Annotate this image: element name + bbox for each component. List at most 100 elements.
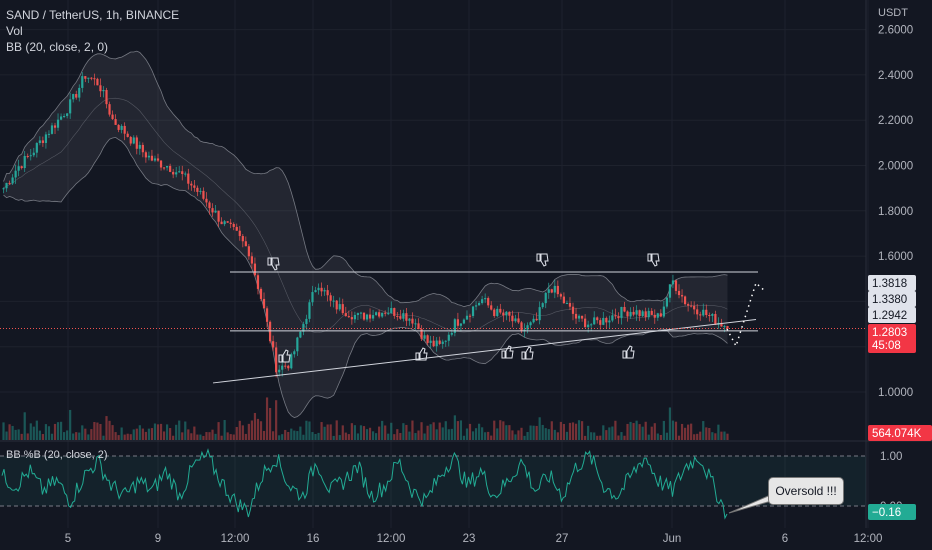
candle-body (496, 308, 499, 317)
candle-body (593, 317, 596, 325)
candle-body (535, 318, 538, 321)
grid-lines (0, 0, 932, 528)
candle-body (659, 313, 662, 317)
time-tick-label: 12:00 (221, 533, 250, 545)
thumb-markers (267, 253, 660, 363)
volume-bar (450, 428, 453, 440)
volume-bar (538, 417, 541, 440)
volume-bar (674, 421, 678, 440)
candle-body (456, 319, 459, 326)
candle-body (387, 313, 390, 315)
volume-bar (50, 433, 54, 440)
candle-body (677, 290, 681, 296)
candle-body (668, 284, 672, 298)
bb-indicator-label[interactable]: BB (20, close, 2, 0) (6, 40, 109, 54)
candle-body (511, 315, 514, 322)
price-tick-label: 1.0000 (878, 387, 913, 399)
candle-body (265, 308, 269, 322)
time-tick-label: 12:00 (854, 533, 883, 545)
candle-body (105, 89, 108, 105)
volume-bar (523, 435, 526, 440)
volume-bar (456, 421, 459, 440)
volume-bar (414, 433, 417, 440)
volume-bar (247, 423, 250, 440)
candle-body (481, 299, 484, 304)
symbol-title[interactable]: SAND / TetherUS, 1h, BINANCE (6, 8, 180, 22)
candle-body (587, 324, 590, 328)
volume-bar (123, 434, 126, 440)
pctb-tick-label: 1.00 (880, 451, 902, 463)
candle-body (474, 305, 478, 307)
volume-bar (175, 424, 178, 440)
volume-bar (420, 422, 423, 440)
volume-bar (490, 435, 493, 440)
volume-bar (462, 435, 466, 440)
volume-bar (393, 434, 396, 440)
candle-body (562, 296, 566, 304)
candle-body (723, 326, 726, 328)
candle-body (114, 119, 117, 125)
volume-bar (59, 421, 63, 440)
time-tick-label: 12:00 (377, 533, 406, 545)
volume-bar (302, 434, 305, 440)
candle-body (490, 305, 493, 310)
volume-bar (205, 432, 208, 440)
volume-bar (96, 422, 99, 440)
candle-body (577, 315, 581, 319)
volume-bar (253, 412, 257, 440)
candle-body (44, 134, 48, 143)
candle-body (117, 124, 120, 130)
volume-bar (441, 427, 444, 440)
volume-bar (147, 428, 151, 440)
pctb-current-tag-bg (868, 504, 916, 520)
thumbs-down-icon (536, 253, 549, 267)
volume-bar (608, 427, 611, 440)
candle-body (11, 177, 14, 184)
volume-bar (117, 435, 120, 440)
volume-bar (23, 412, 26, 440)
volume-bars (2, 397, 729, 440)
candle-body (59, 116, 63, 120)
volume-bar (381, 420, 384, 440)
candle-body (144, 152, 147, 158)
volume-bar (81, 425, 84, 440)
candle-body (544, 292, 547, 304)
volume-bar (108, 420, 111, 440)
candle-body (350, 317, 353, 320)
price-candles[interactable] (2, 72, 729, 378)
volume-bar (238, 420, 241, 440)
volume-bar (181, 432, 184, 440)
volume-bar (629, 421, 632, 440)
vol-indicator-label[interactable]: Vol (6, 24, 23, 38)
volume-bar (571, 422, 575, 440)
candle-body (153, 158, 157, 161)
pctb-indicator-label[interactable]: BB %B (20, close, 2) (6, 449, 108, 461)
candle-body (181, 171, 184, 175)
candle-body (275, 347, 278, 373)
volume-bar (638, 424, 641, 440)
volume-bar (56, 422, 60, 440)
candle-body (371, 315, 375, 319)
candle-body (708, 315, 711, 317)
volume-bar (229, 434, 232, 440)
candle-body (438, 340, 441, 344)
last-price-tag-bg (868, 324, 916, 340)
trend-drawings (0, 271, 866, 384)
candle-body (99, 85, 102, 92)
volume-bar (281, 434, 284, 440)
candle-body (674, 280, 678, 291)
volume-bar (193, 426, 196, 440)
volume-bar (362, 426, 366, 440)
volume-bar (614, 420, 617, 440)
candle-body (702, 309, 705, 316)
candle-body (244, 241, 247, 247)
volume-bar (226, 432, 229, 440)
candle-body (693, 305, 696, 310)
volume-bar (626, 423, 629, 440)
volume-bar (408, 431, 411, 440)
volume-bar (635, 420, 638, 440)
candle-body (247, 246, 250, 257)
volume-bar (593, 432, 596, 440)
candle-body (223, 221, 226, 225)
